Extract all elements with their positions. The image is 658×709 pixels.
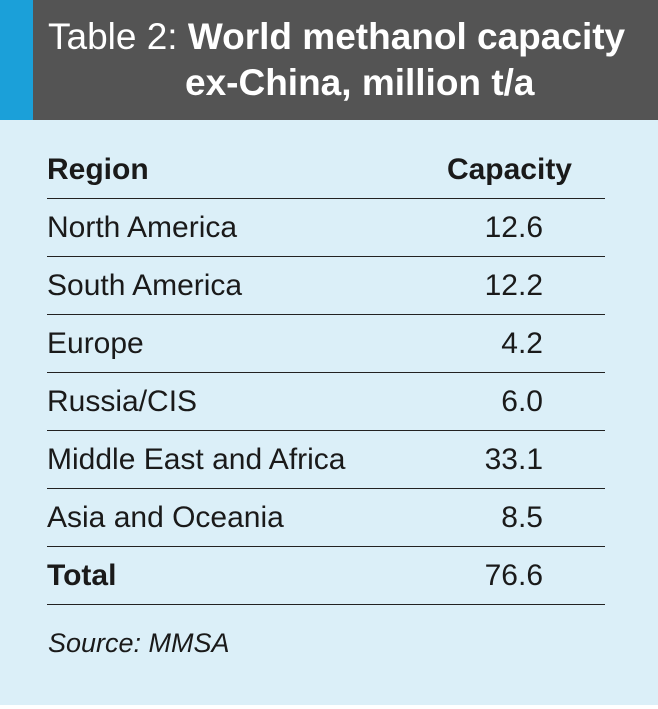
region-cell: Asia and Oceania bbox=[47, 488, 412, 547]
accent-bar bbox=[0, 0, 33, 120]
capacity-cell: 6.0 bbox=[411, 372, 605, 431]
table-row: South America 12.2 bbox=[47, 256, 605, 315]
table-header: Table 2: World methanol capacity ex-Chin… bbox=[0, 0, 658, 120]
table-title: Table 2: World methanol capacity ex-Chin… bbox=[48, 14, 648, 106]
total-row: Total 76.6 bbox=[47, 546, 605, 605]
table-row: Europe 4.2 bbox=[47, 314, 605, 373]
table-row: Asia and Oceania 8.5 bbox=[47, 488, 605, 547]
capacity-cell: 4.2 bbox=[411, 314, 605, 373]
capacity-cell: 12.6 bbox=[411, 198, 605, 257]
total-label: Total bbox=[47, 546, 412, 605]
table-row: Middle East and Africa 33.1 bbox=[47, 430, 605, 489]
source-note: Source: MMSA bbox=[48, 628, 230, 658]
capacity-cell: 12.2 bbox=[411, 256, 605, 315]
capacity-cell: 33.1 bbox=[411, 430, 605, 489]
region-cell: Middle East and Africa bbox=[47, 430, 412, 489]
region-cell: South America bbox=[47, 256, 412, 315]
total-value: 76.6 bbox=[411, 546, 605, 605]
region-cell: Europe bbox=[47, 314, 412, 373]
table-number: Table 2: bbox=[48, 16, 178, 57]
header-row: Region Capacity bbox=[47, 142, 605, 199]
column-header-capacity: Capacity bbox=[411, 142, 605, 199]
capacity-table: Region Capacity North America 12.6 South A… bbox=[47, 142, 605, 605]
table-title-line2: ex-China, million t/a bbox=[185, 62, 535, 103]
table-row: North America 12.6 bbox=[47, 198, 605, 257]
region-cell: Russia/CIS bbox=[47, 372, 412, 431]
table-row: Russia/CIS 6.0 bbox=[47, 372, 605, 431]
capacity-cell: 8.5 bbox=[411, 488, 605, 547]
region-cell: North America bbox=[47, 198, 412, 257]
column-header-region: Region bbox=[47, 142, 412, 199]
table-title-line1: World methanol capacity bbox=[187, 16, 626, 57]
